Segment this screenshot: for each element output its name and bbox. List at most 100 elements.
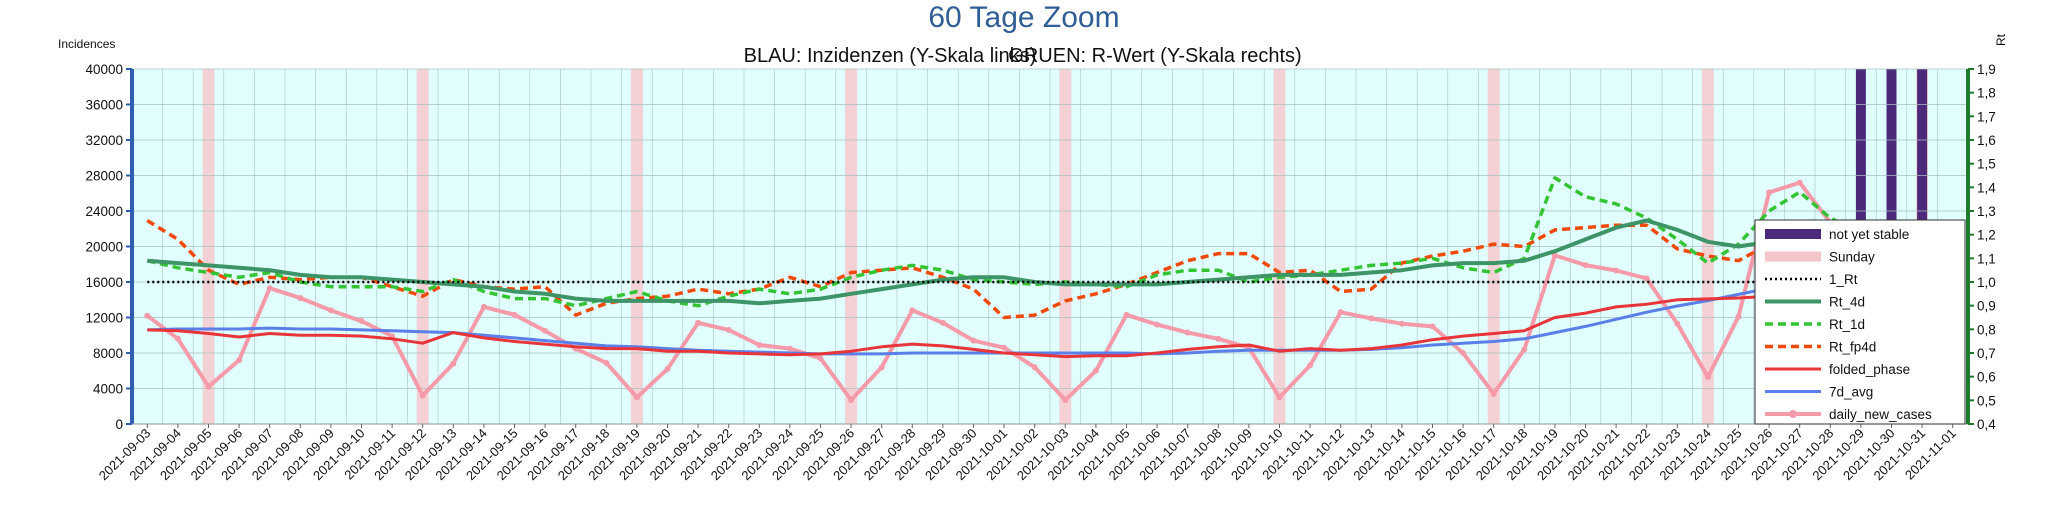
- y-tick-left-label: 12000: [85, 311, 123, 326]
- data-point-daily-new-cases: [725, 326, 732, 333]
- series-layer: [144, 176, 1956, 404]
- data-point-daily-new-cases: [1674, 320, 1681, 327]
- data-point-daily-new-cases: [603, 359, 610, 366]
- data-point-daily-new-cases: [939, 319, 946, 326]
- data-point-daily-new-cases: [1613, 267, 1620, 274]
- data-point-daily-new-cases: [695, 319, 702, 326]
- data-point-daily-new-cases: [327, 307, 334, 314]
- series-line-daily-new-cases: [146, 180, 1953, 402]
- data-point-daily-new-cases: [633, 394, 640, 401]
- legend-label-rt-fp4d: Rt_fp4d: [1829, 340, 1876, 355]
- data-point-daily-new-cases: [1307, 362, 1314, 369]
- y-tick-right-label: 1,9: [1977, 62, 1996, 77]
- data-point-daily-new-cases: [970, 337, 977, 344]
- data-point-daily-new-cases: [1521, 346, 1528, 353]
- y-tick-right-label: 0,5: [1977, 393, 1996, 408]
- y-tick-right-label: 1,5: [1977, 157, 1996, 172]
- y-tick-left-label: 20000: [85, 240, 123, 255]
- y-tick-right-label: 1,8: [1977, 86, 1996, 101]
- legend-label-rt-1d: Rt_1d: [1829, 317, 1865, 332]
- data-point-daily-new-cases: [236, 357, 243, 364]
- data-point-daily-new-cases: [1582, 262, 1589, 269]
- y-tick-left-label: 0: [115, 417, 123, 432]
- data-point-daily-new-cases: [1368, 315, 1375, 322]
- data-point-daily-new-cases: [1796, 179, 1803, 186]
- data-point-daily-new-cases: [1704, 373, 1711, 380]
- data-point-daily-new-cases: [1735, 313, 1742, 320]
- y-tick-right-label: 1,4: [1977, 180, 1996, 195]
- y-tick-left-label: 8000: [93, 346, 123, 361]
- legend-label-folded-phase: folded_phase: [1829, 362, 1910, 377]
- data-point-daily-new-cases: [1398, 320, 1405, 327]
- x-tick-layer: 2021-09-032021-09-042021-09-052021-09-06…: [96, 424, 1959, 483]
- data-point-daily-new-cases: [419, 392, 426, 399]
- y-tick-left-label: 24000: [85, 204, 123, 219]
- legend-label-daily-new-cases: daily_new_cases: [1829, 407, 1932, 422]
- chart-title: 60 Tage Zoom: [928, 1, 1119, 34]
- data-point-daily-new-cases: [1766, 189, 1773, 196]
- legend-swatch-sunday: [1765, 251, 1821, 262]
- legend-swatch-not-yet-stable: [1765, 229, 1821, 239]
- legend-layer: not yet stable Sunday 1_Rt Rt_4d Rt_1d Rt_fp4…: [1754, 219, 1966, 425]
- data-point-daily-new-cases: [1001, 344, 1008, 351]
- y-tick-left-label: 28000: [85, 169, 123, 184]
- data-point-daily-new-cases: [174, 335, 181, 342]
- data-point-daily-new-cases: [1062, 397, 1069, 404]
- data-point-daily-new-cases: [542, 327, 549, 334]
- chart-subtitle-right: GRUEN: R-Wert (Y-Skala rechts): [1008, 45, 1301, 67]
- y-tick-right-label: 1,1: [1977, 251, 1996, 266]
- legend-label-sunday: Sunday: [1829, 250, 1875, 265]
- data-point-daily-new-cases: [1551, 252, 1558, 259]
- y-axis-left-label: Incidences: [58, 37, 115, 51]
- series-line-folded-phase: [147, 269, 1955, 359]
- data-point-daily-new-cases: [1031, 364, 1038, 371]
- data-point-daily-new-cases: [1643, 275, 1650, 282]
- data-point-daily-new-cases: [1092, 367, 1099, 374]
- data-point-daily-new-cases: [1154, 321, 1161, 328]
- series-line-7d-avg: [147, 254, 1953, 356]
- y-tick-right-label: 0,7: [1977, 346, 1996, 361]
- legend-label-not-yet-stable: not yet stable: [1829, 227, 1909, 242]
- data-point-daily-new-cases: [266, 285, 273, 292]
- data-point-daily-new-cases: [1123, 311, 1130, 318]
- grid-layer: [131, 68, 1969, 425]
- data-point-daily-new-cases: [205, 383, 212, 390]
- data-point-daily-new-cases: [817, 355, 824, 362]
- y-tick-right-label: 0,9: [1977, 299, 1996, 314]
- data-point-daily-new-cases: [511, 311, 518, 318]
- y-tick-right-label: 0,8: [1977, 322, 1996, 337]
- legend-marker-daily-new-cases: [1789, 410, 1797, 418]
- y-tick-right-label: 1,3: [1977, 204, 1996, 219]
- data-point-daily-new-cases: [297, 294, 304, 301]
- data-point-daily-new-cases: [1276, 394, 1283, 401]
- data-point-daily-new-cases: [1184, 329, 1191, 336]
- legend-label-1-rt: 1_Rt: [1829, 272, 1858, 287]
- y-tick-right-label: 1,2: [1977, 228, 1996, 243]
- data-point-daily-new-cases: [1429, 323, 1436, 330]
- legend-label-rt-4d: Rt_4d: [1829, 295, 1865, 310]
- data-point-daily-new-cases: [878, 364, 885, 371]
- y-tick-left-label: 32000: [85, 133, 123, 148]
- y-tick-right-label: 0,6: [1977, 370, 1996, 385]
- data-point-daily-new-cases: [480, 303, 487, 310]
- y-axis-right-label: Rt: [1994, 33, 2008, 46]
- data-point-daily-new-cases: [1490, 390, 1497, 397]
- chart-subtitle-left: BLAU: Inzidenzen (Y-Skala links): [744, 45, 1037, 67]
- y-tick-right-label: 0,4: [1977, 417, 1996, 432]
- data-point-daily-new-cases: [1337, 309, 1344, 316]
- data-point-daily-new-cases: [144, 312, 151, 319]
- data-point-daily-new-cases: [450, 360, 457, 367]
- data-point-daily-new-cases: [756, 342, 763, 349]
- data-point-daily-new-cases: [848, 397, 855, 404]
- y-tick-left-label: 16000: [85, 275, 123, 290]
- y-tick-right-label: 1,6: [1977, 133, 1996, 148]
- y-tick-left-label: 4000: [93, 382, 123, 397]
- data-point-daily-new-cases: [909, 307, 916, 314]
- data-point-daily-new-cases: [1460, 350, 1467, 356]
- y-tick-left-label: 36000: [85, 98, 123, 113]
- data-point-daily-new-cases: [786, 345, 793, 352]
- y-tick-right-label: 1,7: [1977, 109, 1996, 124]
- data-point-daily-new-cases: [1215, 335, 1222, 342]
